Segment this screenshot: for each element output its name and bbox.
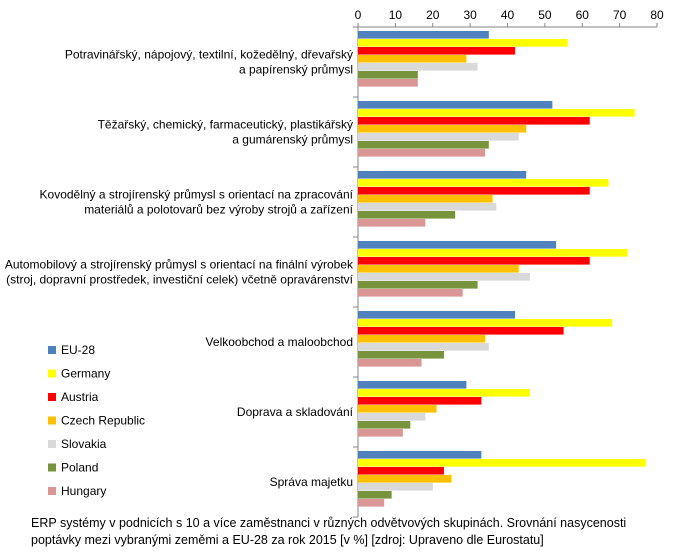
bar-poland (358, 281, 478, 289)
bar-eu-28 (358, 241, 557, 249)
bar-germany (358, 179, 609, 187)
bar-hungary (358, 359, 422, 367)
caption-line-2: poptávky mezi vybranými zeměmi a EU-28 z… (31, 533, 544, 547)
x-tick-label: 60 (576, 8, 590, 22)
x-tick-label: 70 (613, 8, 627, 22)
bar-poland (358, 211, 456, 219)
x-tick-label: 80 (650, 8, 664, 22)
category-label: Automobilový a strojírenský průmysl s or… (5, 258, 354, 287)
bar-hungary (358, 429, 403, 437)
bar-germany (358, 109, 635, 117)
bar-eu-28 (358, 171, 527, 179)
x-tick-label: 0 (355, 8, 362, 22)
bar-germany (358, 459, 646, 467)
bar-slovakia (358, 133, 519, 141)
category-label: Velkoobchod a maloobchod (206, 335, 353, 349)
bar-germany (358, 249, 628, 257)
bar-slovakia (358, 203, 497, 211)
legend-swatch (48, 346, 56, 354)
legend-swatch (48, 440, 56, 448)
chart-caption: ERP systémy v podnicích s 10 a více zamě… (31, 515, 681, 549)
legend-swatch (48, 369, 56, 378)
bar-poland (358, 351, 444, 359)
legend-label: Slovakia (61, 437, 107, 451)
bar-czech-republic (358, 335, 486, 343)
legend-swatch (48, 393, 56, 401)
bar-austria (358, 467, 444, 475)
bar-austria (358, 257, 590, 265)
bar-czech-republic (358, 475, 452, 483)
x-tick-label: 30 (463, 8, 477, 22)
bar-austria (358, 117, 590, 125)
bar-slovakia (358, 63, 478, 71)
bar-czech-republic (358, 195, 493, 203)
bar-germany (358, 389, 530, 397)
bar-eu-28 (358, 31, 489, 39)
legend-label: Austria (61, 390, 99, 404)
legend-label: Hungary (61, 484, 106, 498)
bar-slovakia (358, 483, 433, 491)
bar-czech-republic (358, 405, 437, 413)
category-label: Kovodělný a strojírenský průmysl s orien… (40, 188, 354, 217)
bar-poland (358, 421, 411, 429)
legend-swatch (48, 487, 56, 495)
x-tick-label: 50 (538, 8, 552, 22)
legend-label: Germany (61, 367, 110, 381)
bar-slovakia (358, 413, 426, 421)
legend-swatch (48, 416, 56, 425)
bar-hungary (358, 499, 385, 507)
bar-hungary (358, 149, 486, 157)
bar-hungary (358, 289, 463, 297)
x-tick-label: 40 (501, 8, 515, 22)
bar-czech-republic (358, 265, 519, 273)
x-tick-label: 20 (426, 8, 440, 22)
bar-austria (358, 397, 482, 405)
bar-poland (358, 141, 489, 149)
bar-hungary (358, 79, 418, 87)
category-label: Správa majetku (270, 475, 353, 489)
category-label: Potravinářský, nápojový, textilní, kožed… (65, 48, 353, 77)
legend-label: Czech Republic (61, 414, 145, 428)
bar-hungary (358, 219, 426, 227)
bar-eu-28 (358, 101, 553, 109)
category-label: Těžařský, chemický, farmaceutický, plast… (98, 118, 353, 147)
x-tick-label: 10 (389, 8, 403, 22)
bar-germany (358, 39, 568, 47)
bar-austria (358, 187, 590, 195)
legend-label: EU-28 (61, 343, 95, 357)
bar-czech-republic (358, 125, 527, 133)
bar-poland (358, 491, 392, 499)
caption-line-1: ERP systémy v podnicích s 10 a více zamě… (31, 516, 627, 530)
bar-eu-28 (358, 311, 515, 319)
bar-slovakia (358, 343, 489, 351)
category-label: Doprava a skladování (237, 405, 354, 419)
legend-swatch (48, 463, 56, 472)
bar-eu-28 (358, 451, 482, 459)
bar-eu-28 (358, 381, 467, 389)
bar-czech-republic (358, 55, 467, 63)
bar-poland (358, 71, 418, 79)
legend-label: Poland (61, 461, 98, 475)
bar-austria (358, 47, 515, 55)
bar-slovakia (358, 273, 530, 281)
bar-germany (358, 319, 613, 327)
bar-austria (358, 327, 564, 335)
